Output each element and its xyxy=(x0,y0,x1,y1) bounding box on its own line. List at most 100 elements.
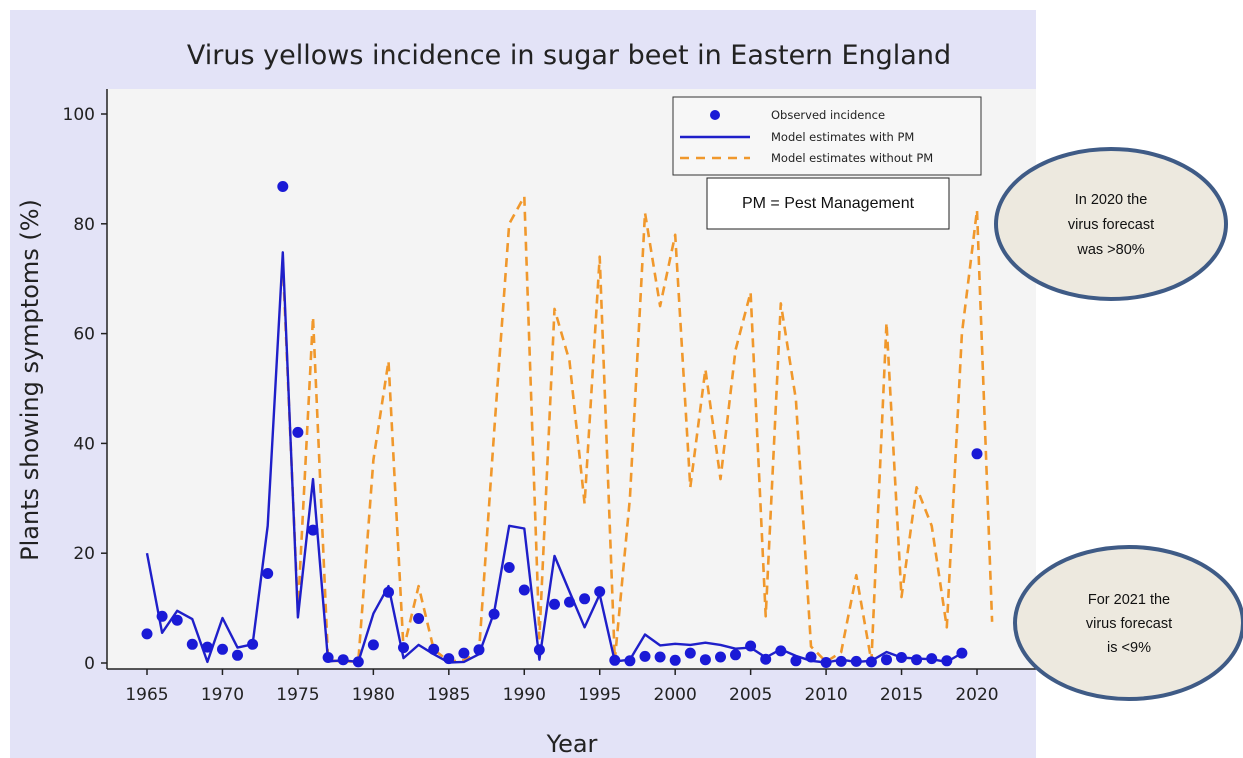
observed-point xyxy=(594,586,606,598)
y-tick-label: 20 xyxy=(73,544,95,564)
observed-point xyxy=(865,656,877,668)
observed-point xyxy=(835,655,847,667)
observed-point xyxy=(337,654,349,666)
observed-point xyxy=(186,638,198,650)
observed-point xyxy=(760,653,772,665)
x-tick-label: 2010 xyxy=(804,685,847,705)
legend-observed-marker xyxy=(710,110,720,120)
forecast-2020-callout: In 2020 the virus forecast was >80% xyxy=(994,147,1228,301)
series-without-pm-line xyxy=(281,195,994,664)
x-tick-label: 1995 xyxy=(578,685,621,705)
observed-point xyxy=(156,610,168,622)
observed-point xyxy=(850,655,862,667)
pm-note: PM = Pest Management xyxy=(706,177,950,230)
x-tick-label: 1970 xyxy=(201,685,244,705)
observed-point xyxy=(624,655,636,667)
observed-point xyxy=(699,654,711,666)
observed-point xyxy=(292,426,304,438)
legend: Observed incidence Model estimates with … xyxy=(672,96,982,176)
x-tick-label: 1985 xyxy=(427,685,470,705)
forecast-2020-ellipse xyxy=(994,147,1228,301)
observed-point xyxy=(654,651,666,663)
forecast-2021-line-1: For 2021 the xyxy=(1088,592,1170,608)
y-tick-label: 60 xyxy=(73,325,95,345)
x-tick-label: 2020 xyxy=(955,685,998,705)
observed-point xyxy=(579,593,591,605)
forecast-2021-line-3: is <9% xyxy=(1107,640,1151,656)
forecast-2021-line-2: virus forecast xyxy=(1086,616,1172,632)
x-axis-label: Year xyxy=(546,730,598,758)
observed-point xyxy=(926,653,938,665)
observed-point xyxy=(971,448,983,460)
observed-point xyxy=(609,654,621,666)
observed-point xyxy=(790,655,802,667)
observed-point xyxy=(428,643,440,655)
observed-point xyxy=(398,642,409,654)
legend-without-pm-label: Model estimates without PM xyxy=(771,151,933,165)
x-tick-label: 1965 xyxy=(125,685,168,705)
x-tick-label: 2005 xyxy=(729,685,772,705)
observed-point xyxy=(262,568,274,579)
y-axis-label: Plants showing symptoms (%) xyxy=(16,199,44,561)
observed-point xyxy=(201,641,213,653)
pm-note-box xyxy=(706,177,950,230)
observed-point xyxy=(367,639,379,651)
pm-note-text: PM = Pest Management xyxy=(742,195,915,212)
x-tick-label: 1990 xyxy=(503,685,546,705)
y-tick-label: 100 xyxy=(63,105,95,125)
observed-point xyxy=(745,640,757,652)
observed-point xyxy=(307,524,319,536)
legend-observed-label: Observed incidence xyxy=(771,108,885,122)
observed-point xyxy=(956,647,968,659)
x-tick-label: 1975 xyxy=(276,685,319,705)
observed-point xyxy=(533,644,545,656)
y-tick-label: 80 xyxy=(73,215,95,235)
x-tick-label: 2015 xyxy=(880,685,923,705)
observed-point xyxy=(805,651,817,663)
x-axis: 1965 1970 1975 1980 1985 1990 1995 2000 2005 2010… xyxy=(107,668,1036,705)
observed-point xyxy=(911,654,923,666)
observed-point xyxy=(669,654,681,666)
x-tick-label: 2000 xyxy=(654,685,697,705)
y-axis: 0 20 40 60 80 100 xyxy=(63,89,108,674)
observed-point xyxy=(352,656,364,668)
forecast-2020-line-3: was >80% xyxy=(1076,242,1144,258)
observed-point xyxy=(684,647,696,659)
chart-marks xyxy=(141,181,994,668)
observed-point xyxy=(881,654,892,666)
observed-point xyxy=(443,653,455,665)
observed-point xyxy=(277,181,289,192)
y-tick-label: 0 xyxy=(84,654,95,674)
observed-point xyxy=(217,643,228,655)
observed-point xyxy=(715,651,726,663)
observed-point xyxy=(549,598,560,610)
observed-point xyxy=(488,608,500,620)
observed-point xyxy=(775,645,787,657)
forecast-2021-ellipse xyxy=(1013,545,1243,701)
observed-point xyxy=(518,584,530,596)
x-tick-label: 1980 xyxy=(352,685,395,705)
observed-point xyxy=(322,652,334,663)
observed-point xyxy=(820,657,832,668)
observed-point xyxy=(413,613,425,624)
forecast-2020-line-1: In 2020 the xyxy=(1075,192,1148,208)
observed-point xyxy=(503,562,515,573)
observed-point xyxy=(141,628,153,640)
observed-point xyxy=(730,649,741,661)
observed-point xyxy=(564,596,575,608)
observed-point xyxy=(473,644,485,656)
y-tick-label: 40 xyxy=(73,434,95,454)
legend-with-pm-label: Model estimates with PM xyxy=(771,130,914,144)
observed-point xyxy=(896,652,907,663)
observed-point xyxy=(383,586,394,598)
forecast-2021-callout: For 2021 the virus forecast is <9% xyxy=(1013,545,1243,701)
observed-point xyxy=(941,655,953,667)
chart-title: Virus yellows incidence in sugar beet in… xyxy=(187,40,951,71)
observed-point xyxy=(639,650,651,662)
observed-point xyxy=(171,614,183,626)
observed-point xyxy=(232,649,243,661)
observed-point xyxy=(247,638,259,650)
forecast-2020-line-2: virus forecast xyxy=(1068,217,1154,233)
observed-point xyxy=(458,647,470,659)
